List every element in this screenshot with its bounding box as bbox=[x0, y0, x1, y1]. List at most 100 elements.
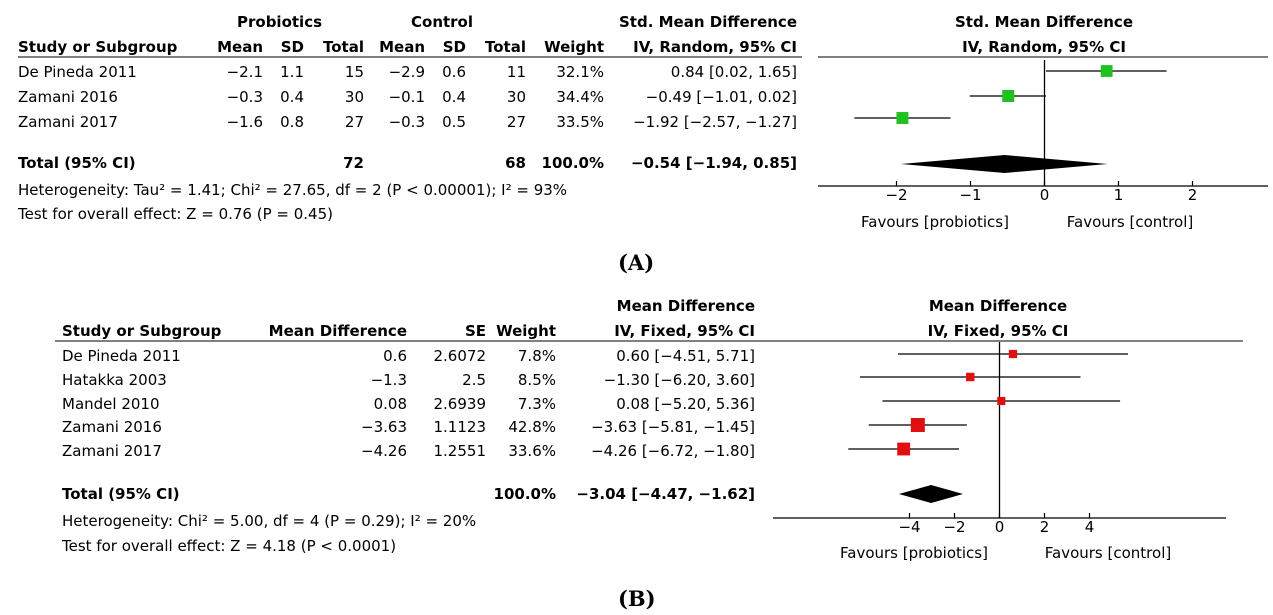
sd1-cell: 1.1 bbox=[280, 63, 304, 81]
sd1-cell: 0.8 bbox=[280, 113, 304, 131]
favours-right-label: Favours [control] bbox=[1066, 213, 1194, 231]
ci-cell: −1.30 [−6.20, 3.60] bbox=[603, 371, 755, 389]
mean2-cell: −0.1 bbox=[388, 88, 425, 106]
total2-col-header: Total bbox=[485, 38, 526, 56]
ci-cell: 0.08 [−5.20, 5.36] bbox=[616, 395, 755, 413]
total2-cell: 11 bbox=[506, 63, 526, 81]
plot-subtitle: IV, Fixed, 95% CI bbox=[927, 322, 1069, 340]
overall-effect-text: Test for overall effect: Z = 4.18 (P < 0… bbox=[62, 537, 397, 555]
x-tick-label: −4 bbox=[898, 518, 920, 536]
study-name: De Pineda 2011 bbox=[62, 347, 181, 365]
overall-effect-text: Test for overall effect: Z = 0.76 (P = 0… bbox=[18, 205, 333, 223]
x-tick-label: 2 bbox=[1040, 518, 1050, 536]
md-cell: 0.6 bbox=[383, 347, 407, 365]
point-estimate bbox=[966, 372, 975, 382]
weight-cell: 33.5% bbox=[556, 113, 604, 131]
se-cell: 1.2551 bbox=[433, 442, 487, 460]
total2-cell: 27 bbox=[506, 113, 526, 131]
ci-cell: 0.60 [−4.51, 5.71] bbox=[616, 347, 755, 365]
se-cell: 2.5 bbox=[462, 371, 486, 389]
mean1-col-header: Mean bbox=[217, 38, 263, 56]
se-cell: 2.6939 bbox=[433, 395, 487, 413]
sd2-cell: 0.6 bbox=[442, 63, 466, 81]
pooled-diamond bbox=[900, 155, 1108, 173]
study-col-header: Study or Subgroup bbox=[62, 322, 222, 340]
x-tick-label: −2 bbox=[943, 518, 965, 536]
total-ci: −3.04 [−4.47, −1.62] bbox=[576, 485, 755, 503]
x-tick-label: 2 bbox=[1188, 186, 1198, 204]
study-name: Zamani 2016 bbox=[18, 88, 118, 106]
mean1-cell: −1.6 bbox=[226, 113, 263, 131]
ci-cell: −1.92 [−2.57, −1.27] bbox=[633, 113, 797, 131]
favours-right-label: Favours [control] bbox=[1044, 544, 1172, 562]
se-cell: 2.6072 bbox=[433, 347, 487, 365]
study-name: Zamani 2017 bbox=[62, 442, 162, 460]
weight-cell: 33.6% bbox=[508, 442, 556, 460]
weight-cell: 32.1% bbox=[556, 63, 604, 81]
mean1-cell: −0.3 bbox=[226, 88, 263, 106]
total1-cell: 27 bbox=[344, 113, 364, 131]
group2-header: Control bbox=[411, 13, 474, 31]
study-name: Zamani 2016 bbox=[62, 418, 162, 436]
panel-caption: (B) bbox=[618, 586, 656, 611]
plot-title: Mean Difference bbox=[928, 297, 1068, 315]
total-weight: 100.0% bbox=[493, 485, 556, 503]
point-estimate bbox=[897, 442, 911, 456]
heterogeneity-text: Heterogeneity: Tau² = 1.41; Chi² = 27.65… bbox=[18, 181, 568, 199]
se-cell: 1.1123 bbox=[433, 418, 487, 436]
x-tick-label: −2 bbox=[885, 186, 907, 204]
x-tick-label: 0 bbox=[1040, 186, 1050, 204]
group1-header: Probiotics bbox=[237, 13, 323, 31]
study-name: Zamani 2017 bbox=[18, 113, 118, 131]
sd2-col-header: SD bbox=[442, 38, 466, 56]
weight-cell: 42.8% bbox=[508, 418, 556, 436]
total-label: Total (95% CI) bbox=[62, 485, 180, 503]
weight-col-header: Weight bbox=[544, 38, 604, 56]
ci-cell: −4.26 [−6.72, −1.80] bbox=[591, 442, 755, 460]
heterogeneity-text: Heterogeneity: Chi² = 5.00, df = 4 (P = … bbox=[62, 512, 477, 530]
point-estimate bbox=[896, 112, 909, 124]
total1-cell: 15 bbox=[344, 63, 364, 81]
total2-cell: 30 bbox=[506, 88, 526, 106]
plot-title: Std. Mean Difference bbox=[955, 13, 1133, 31]
study-name: Hatakka 2003 bbox=[62, 371, 167, 389]
sd2-cell: 0.4 bbox=[442, 88, 466, 106]
total1-cell: 30 bbox=[344, 88, 364, 106]
mean2-cell: −2.9 bbox=[388, 63, 425, 81]
x-tick-label: 1 bbox=[1114, 186, 1124, 204]
total-label: Total (95% CI) bbox=[18, 154, 136, 172]
favours-left-label: Favours [probiotics] bbox=[861, 213, 1009, 231]
ci-cell: −0.49 [−1.01, 0.02] bbox=[645, 88, 797, 106]
point-estimate bbox=[1100, 65, 1113, 77]
point-estimate bbox=[910, 418, 925, 432]
md-cell: −3.63 bbox=[361, 418, 407, 436]
x-tick-label: 0 bbox=[995, 518, 1005, 536]
total1-col-header: Total bbox=[323, 38, 364, 56]
point-estimate bbox=[1008, 349, 1018, 359]
weight-cell: 7.3% bbox=[517, 395, 556, 413]
ci-cell: −3.63 [−5.81, −1.45] bbox=[591, 418, 755, 436]
study-name: De Pineda 2011 bbox=[18, 63, 137, 81]
sd1-cell: 0.4 bbox=[280, 88, 304, 106]
md-cell: 0.08 bbox=[373, 395, 407, 413]
x-tick-label: −1 bbox=[959, 186, 981, 204]
se-col-header: SE bbox=[464, 322, 486, 340]
total-weight: 100.0% bbox=[541, 154, 604, 172]
weight-cell: 7.8% bbox=[517, 347, 556, 365]
weight-col-header: Weight bbox=[496, 322, 556, 340]
mean2-col-header: Mean bbox=[379, 38, 425, 56]
total1-sum: 72 bbox=[343, 154, 364, 172]
sd2-cell: 0.5 bbox=[442, 113, 466, 131]
ci-cell: 0.84 [0.02, 1.65] bbox=[670, 63, 797, 81]
effect-col-subheader: IV, Fixed, 95% CI bbox=[614, 322, 755, 340]
point-estimate bbox=[997, 396, 1006, 406]
panel-caption: (A) bbox=[618, 250, 655, 275]
favours-left-label: Favours [probiotics] bbox=[840, 544, 988, 562]
study-name: Mandel 2010 bbox=[62, 395, 160, 413]
total2-sum: 68 bbox=[505, 154, 526, 172]
study-col-header: Study or Subgroup bbox=[18, 38, 178, 56]
md-cell: −4.26 bbox=[361, 442, 407, 460]
total-ci: −0.54 [−1.94, 0.85] bbox=[630, 154, 797, 172]
effect-col-subheader: IV, Random, 95% CI bbox=[633, 38, 797, 56]
